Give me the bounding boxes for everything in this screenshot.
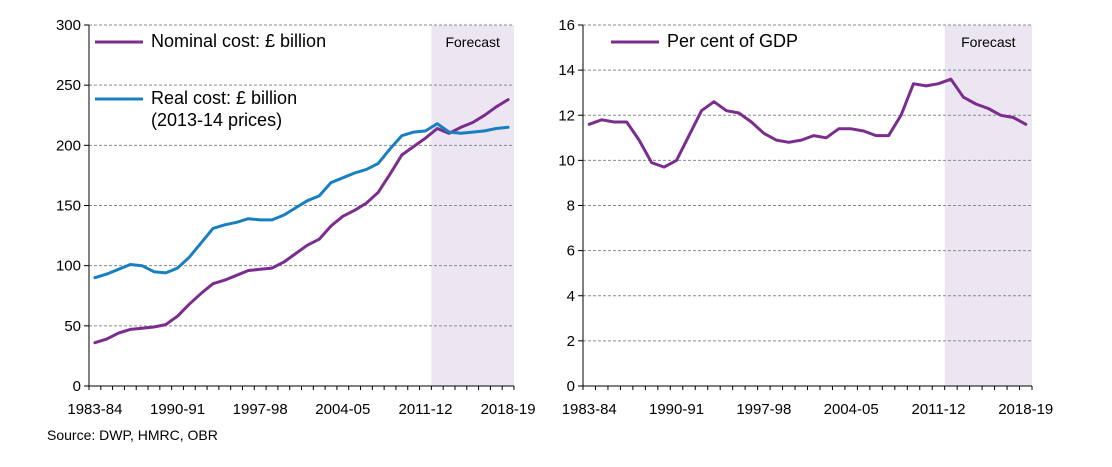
right-x-tick-label: 2011-12	[911, 401, 965, 418]
left-legend-label-2: Real cost: £ billion	[151, 88, 297, 108]
per-cent-gdp-chart: Forecast 0 2 4 6 8 10 12 14 16 1983-84 1990-91 1997-…	[558, 17, 1053, 418]
left-y-tick-label: 300	[56, 17, 81, 34]
right-y-tick-label: 2	[567, 333, 575, 350]
left-legend-label-1: Nominal cost: £ billion	[151, 31, 326, 51]
nominal-real-cost-chart: Forecast 0 50 100 150 200 250 300 1983-84 1990-91…	[56, 17, 536, 418]
left-x-tick-label: 2018-19	[481, 401, 536, 418]
left-series-line-2	[93, 122, 510, 280]
right-y-tick-label: 6	[567, 243, 575, 260]
left-x-tick-label: 2004-05	[315, 401, 370, 418]
left-y-tick-label: 200	[56, 137, 81, 154]
left-series-line-1	[93, 98, 510, 345]
left-x-tick-label: 1990-91	[150, 401, 205, 418]
right-y-tick-label: 8	[567, 198, 575, 215]
left-y-tick-label: 0	[73, 378, 81, 395]
left-x-tick-label: 1983-84	[67, 401, 122, 418]
right-series-line-1	[587, 77, 1028, 169]
left-y-tick-label: 100	[56, 258, 81, 275]
source-note: Source: DWP, HMRC, OBR	[47, 427, 218, 443]
left-y-tick-label: 50	[64, 318, 81, 335]
right-x-tick-label: 2018-19	[998, 401, 1053, 418]
right-legend-label-1: Per cent of GDP	[667, 31, 798, 51]
left-x-tick-label: 1997-98	[233, 401, 288, 418]
right-x-tick-label: 1990-91	[649, 401, 704, 418]
left-x-tick-label: 2011-12	[398, 401, 452, 418]
right-y-tick-label: 0	[567, 378, 575, 395]
right-y-tick-label: 10	[558, 152, 575, 169]
right-y-tick-label: 12	[558, 107, 575, 124]
left-y-tick-label: 250	[56, 77, 81, 94]
right-forecast-label: Forecast	[961, 34, 1016, 50]
left-forecast-label: Forecast	[445, 34, 500, 50]
right-x-tick-label: 2004-05	[824, 401, 879, 418]
right-x-tick-label: 1997-98	[736, 401, 791, 418]
right-y-tick-label: 16	[558, 17, 575, 34]
left-legend-label-2: (2013-14 prices)	[151, 110, 282, 130]
right-y-tick-label: 14	[558, 62, 575, 79]
left-y-tick-label: 150	[56, 198, 81, 215]
right-x-tick-label: 1983-84	[562, 401, 617, 418]
right-y-tick-label: 4	[567, 288, 575, 305]
